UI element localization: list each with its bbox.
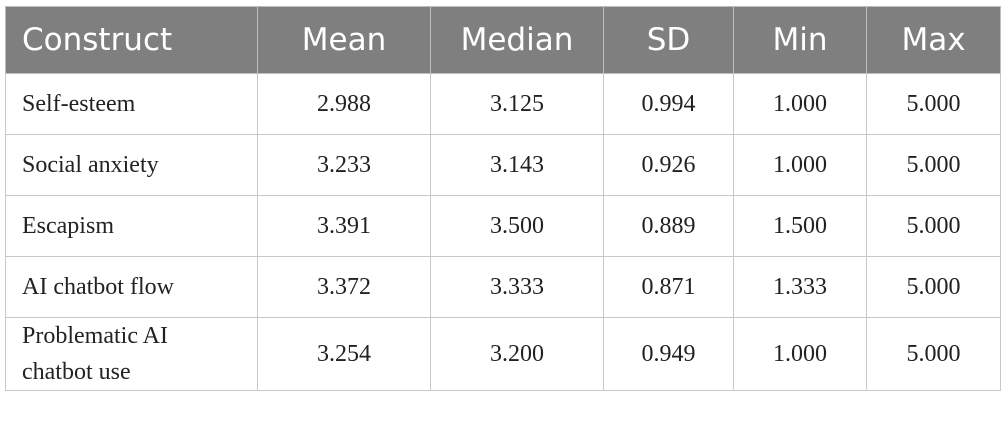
header-cell: Max xyxy=(866,6,1001,74)
value-cell: 5.000 xyxy=(866,134,1001,196)
value-cell: 0.871 xyxy=(603,256,734,318)
stats-table: Construct Mean Median SD Min Max Self-esteem 2… xyxy=(5,6,1001,391)
value-cell: 5.000 xyxy=(866,195,1001,257)
value-cell: 3.200 xyxy=(430,317,604,391)
value-cell: 3.391 xyxy=(257,195,431,257)
value-cell: 5.000 xyxy=(866,256,1001,318)
table-row: Problematic AI chatbot use 3.254 3.200 0.94… xyxy=(5,317,1001,391)
header-cell: Min xyxy=(733,6,867,74)
value-cell: 5.000 xyxy=(866,73,1001,135)
value-cell: 1.000 xyxy=(733,134,867,196)
row-label: AI chatbot flow xyxy=(5,256,258,318)
header-row: Construct Mean Median SD Min Max xyxy=(5,6,1001,74)
row-label: Self-esteem xyxy=(5,73,258,135)
value-cell: 1.500 xyxy=(733,195,867,257)
value-cell: 3.254 xyxy=(257,317,431,391)
value-cell: 1.000 xyxy=(733,73,867,135)
header-cell: Construct xyxy=(5,6,258,74)
value-cell: 1.000 xyxy=(733,317,867,391)
value-cell: 2.988 xyxy=(257,73,431,135)
table-row: AI chatbot flow 3.372 3.333 0.871 1.333 5.000 xyxy=(5,256,1001,318)
table-body: Self-esteem 2.988 3.125 0.994 1.000 5.000 Soci… xyxy=(5,73,1001,391)
row-label: Social anxiety xyxy=(5,134,258,196)
row-label: Escapism xyxy=(5,195,258,257)
value-cell: 0.889 xyxy=(603,195,734,257)
value-cell: 3.333 xyxy=(430,256,604,318)
table-row: Self-esteem 2.988 3.125 0.994 1.000 5.000 xyxy=(5,73,1001,135)
value-cell: 0.994 xyxy=(603,73,734,135)
value-cell: 0.926 xyxy=(603,134,734,196)
header-cell: Mean xyxy=(257,6,431,74)
table-row: Escapism 3.391 3.500 0.889 1.500 5.000 xyxy=(5,195,1001,257)
value-cell: 3.500 xyxy=(430,195,604,257)
value-cell: 3.233 xyxy=(257,134,431,196)
value-cell: 3.372 xyxy=(257,256,431,318)
value-cell: 1.333 xyxy=(733,256,867,318)
value-cell: 3.143 xyxy=(430,134,604,196)
row-label: Problematic AI chatbot use xyxy=(5,317,258,391)
header-cell: SD xyxy=(603,6,734,74)
header-cell: Median xyxy=(430,6,604,74)
table-row: Social anxiety 3.233 3.143 0.926 1.000 5.000 xyxy=(5,134,1001,196)
value-cell: 3.125 xyxy=(430,73,604,135)
value-cell: 0.949 xyxy=(603,317,734,391)
value-cell: 5.000 xyxy=(866,317,1001,391)
